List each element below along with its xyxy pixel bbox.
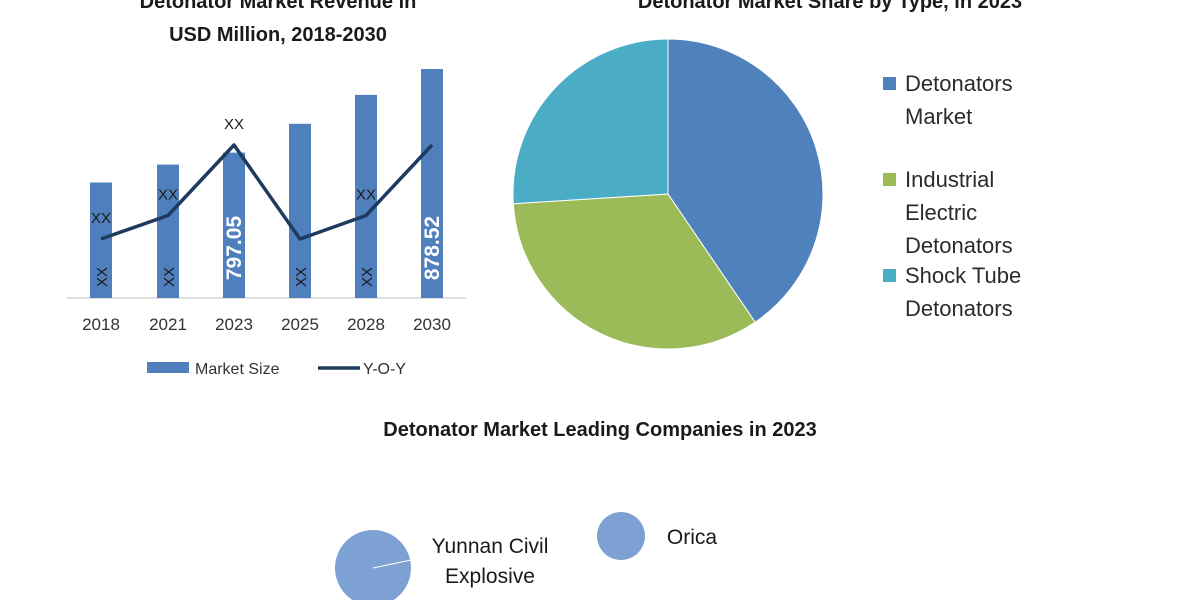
company-leader-line	[372, 559, 412, 569]
bar-chart-title-line1: Detonator Market Revenue in	[139, 0, 417, 13]
legend-label-line: Industrial	[905, 167, 995, 192]
company-label: Orica	[667, 526, 717, 549]
legend-label-line: Electric	[905, 200, 978, 225]
x-tick-label: 2025	[281, 315, 319, 334]
bar-data-label: XX	[293, 267, 310, 287]
legend-label-line: Market	[905, 104, 973, 129]
bar-data-label: XX	[359, 267, 376, 287]
bar-data-label: 797.05	[223, 216, 246, 281]
legend-label-market-size: Market Size	[195, 361, 280, 378]
company-bubble	[597, 512, 645, 560]
bar-data-label: XX	[94, 267, 111, 287]
legend-swatch	[883, 269, 896, 282]
line-data-label: XX	[158, 187, 178, 204]
bar-2021	[157, 164, 179, 298]
company-label: Explosive	[445, 565, 535, 588]
legend-label-yoy: Y-O-Y	[363, 361, 406, 378]
line-data-label: XX	[91, 210, 111, 227]
legend-swatch	[883, 77, 896, 90]
line-data-label: XX	[356, 187, 376, 204]
legend-label-line: Detonators	[905, 233, 1013, 258]
bar-2018	[90, 182, 112, 298]
legend-label: Industrial Electric Detonators	[905, 163, 1065, 262]
bar-2028	[355, 94, 377, 298]
pie-slice-1	[667, 38, 824, 323]
pie-chart-title: Detonator Market Share by Type, in 2023	[637, 0, 1023, 13]
bar-2025	[289, 123, 311, 299]
legend-label-line: Shock Tube	[905, 263, 1022, 288]
bar-data-label: 878.52	[421, 216, 444, 280]
line-data-label: XX	[224, 116, 244, 133]
legend-label-line: Detonators	[905, 71, 1013, 96]
company-bubble	[335, 530, 411, 600]
bar-data-label: XX	[161, 267, 178, 287]
type-share-pie-chart	[512, 38, 824, 350]
pie-slice-2	[512, 193, 756, 350]
yoy-line	[100, 143, 434, 241]
x-tick-label: 2028	[347, 315, 385, 334]
company-label: Yunnan Civil	[432, 535, 549, 558]
companies-title: Detonator Market Leading Companies in 20…	[383, 419, 817, 441]
bar-2030	[421, 69, 443, 298]
bar-chart-title-line2: USD Million, 2018-2030	[169, 24, 387, 46]
x-tick-label: 2018	[82, 315, 120, 334]
bar-2023	[223, 152, 245, 298]
pie-slice-3	[512, 38, 669, 205]
x-tick-label: 2030	[413, 315, 451, 334]
legend-label: Shock Tube Detonators	[905, 259, 1065, 325]
legend-swatch-market-size	[147, 362, 189, 373]
legend-label-line: Detonators	[905, 296, 1013, 321]
revenue-bar-chart: XX 2018 XX 2021 797.05 2023 XX 2025 XX 2028 878.52…	[67, 69, 466, 378]
legend-swatch	[883, 173, 896, 186]
x-tick-label: 2021	[149, 315, 187, 334]
x-tick-label: 2023	[215, 315, 253, 334]
legend-label: Detonators Market	[905, 67, 1065, 133]
